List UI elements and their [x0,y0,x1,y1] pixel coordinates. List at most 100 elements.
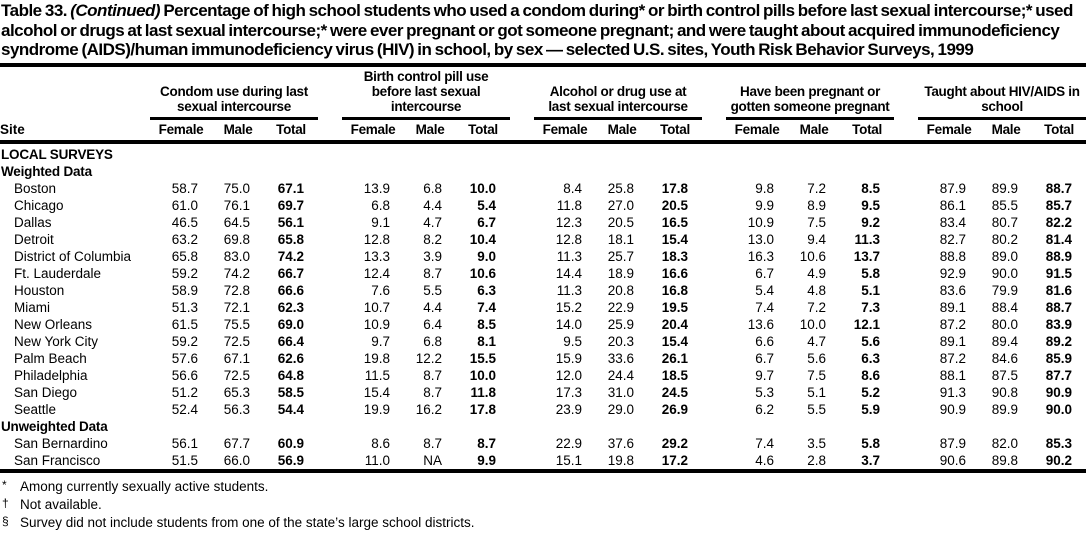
table-row: San Diego 51.2 65.3 58.5 15.4 8.7 11.8 17.3 31.0… [0,384,1086,401]
value-cell: 19.8 [363,350,390,366]
table-row: Ft. Lauderdale 59.2 74.2 66.7 12.4 8.7 10.6 14.… [0,265,1086,282]
subsection-heading: Weighted Data [1,163,92,179]
value-cell: 75.0 [223,180,250,196]
value-cell: 23.9 [555,401,583,417]
table-row: Miami 51.3 72.1 62.3 10.7 4.4 7.4 15.2 22.9 19.5 7… [0,299,1086,316]
value-cell: 89.4 [991,333,1019,349]
value-cell: 13.0 [747,231,775,247]
value-cell: 87.5 [991,367,1019,383]
site-cell: Philadelphia [14,367,88,383]
column-gap [510,316,534,333]
value-cell: 56.9 [277,452,304,468]
value-cell: 81.6 [1045,282,1073,298]
value-cell: 84.6 [991,350,1019,366]
column-gap [318,282,342,299]
value-cell: 6.8 [371,197,390,213]
value-cell: 6.7 [755,350,775,366]
column-gap [510,401,534,418]
column-header-total: Total [840,118,895,144]
column-gap [894,401,918,418]
column-header-total: Total [648,118,703,144]
value-cell: 66.4 [277,333,304,349]
group-header-alcohol-drug: Alcohol or drug use at last sexual inter… [534,64,703,120]
value-cell: 10.9 [363,316,390,332]
column-gap [318,248,342,265]
value-cell: 11.3 [556,248,583,264]
site-cell: Dallas [14,214,52,230]
value-cell: 90.2 [1045,452,1073,468]
value-cell: 88.9 [1045,248,1073,264]
value-cell: 20.5 [607,214,635,230]
value-cell: 87.9 [939,435,967,451]
value-cell: 12.8 [363,231,390,247]
value-cell: 80.0 [991,316,1019,332]
value-cell: 56.6 [171,367,198,383]
value-cell: 56.1 [277,214,304,230]
value-cell: 91.3 [939,384,967,400]
column-gap [702,452,726,471]
value-cell: 8.4 [563,180,583,196]
value-cell: 10.4 [469,231,497,247]
value-cell: 10.0 [469,180,497,196]
column-header-male: Male [788,118,841,144]
site-cell: Ft. Lauderdale [14,265,102,281]
column-gap [510,180,534,197]
footnote-symbol: * [2,478,7,492]
column-gap [318,197,342,214]
value-cell: 6.3 [861,350,881,366]
value-cell: 85.5 [991,197,1019,213]
value-cell: 72.5 [223,333,250,349]
value-cell: 82.0 [991,435,1019,451]
group-header-hiv-aids: Taught about HIV/AIDS in school [918,64,1086,120]
column-gap [510,350,534,367]
value-cell: 11.5 [364,367,390,383]
value-cell: 3.5 [807,435,827,451]
column-gap [702,65,726,119]
value-cell: 4.6 [755,452,775,468]
value-cell: 8.6 [371,435,390,451]
column-gap [318,299,342,316]
value-cell: 88.7 [1045,180,1073,196]
value-cell: 82.7 [939,231,967,247]
value-cell: 8.5 [477,316,497,332]
value-cell: 12.2 [415,350,442,366]
value-cell: 7.4 [477,299,497,315]
value-cell: 3.7 [861,452,881,468]
value-cell: 83.6 [939,282,967,298]
column-header-total: Total [456,118,511,144]
value-cell: 15.4 [363,384,390,400]
footnotes: * Among currently sexually active student… [0,473,1086,531]
value-cell: 90.0 [991,265,1019,281]
column-gap [894,118,919,144]
value-cell: 89.8 [991,452,1019,468]
column-gap [702,350,726,367]
value-cell: 5.2 [861,384,881,400]
value-cell: NA [423,452,442,468]
value-cell: 87.9 [939,180,967,196]
value-cell: 74.2 [277,248,304,264]
value-cell: 5.3 [755,384,775,400]
value-cell: 88.1 [939,367,967,383]
value-cell: 15.5 [469,350,497,366]
column-gap [318,384,342,401]
value-cell: 6.4 [423,316,442,332]
value-cell: 7.2 [807,180,827,196]
subsection-heading: Unweighted Data [1,418,108,434]
column-gap [318,65,342,119]
value-cell: 11.8 [556,197,583,213]
value-cell: 9.5 [563,333,583,349]
column-gap [510,214,534,231]
value-cell: 86.1 [939,197,967,213]
value-cell: 4.4 [423,197,442,213]
column-gap [510,265,534,282]
value-cell: 7.2 [807,299,827,315]
table-row: Detroit 63.2 69.8 65.8 12.8 8.2 10.4 12.8 18.1 15… [0,231,1086,248]
value-cell: 19.5 [661,299,689,315]
value-cell: 64.8 [277,367,304,383]
value-cell: 6.6 [755,333,775,349]
value-cell: 85.7 [1045,197,1073,213]
table-row: Houston 58.9 72.8 66.6 7.6 5.5 6.3 11.3 20.8 16.8… [0,282,1086,299]
value-cell: 11.3 [556,282,583,298]
value-cell: 61.0 [171,197,198,213]
value-cell: 87.7 [1045,367,1073,383]
